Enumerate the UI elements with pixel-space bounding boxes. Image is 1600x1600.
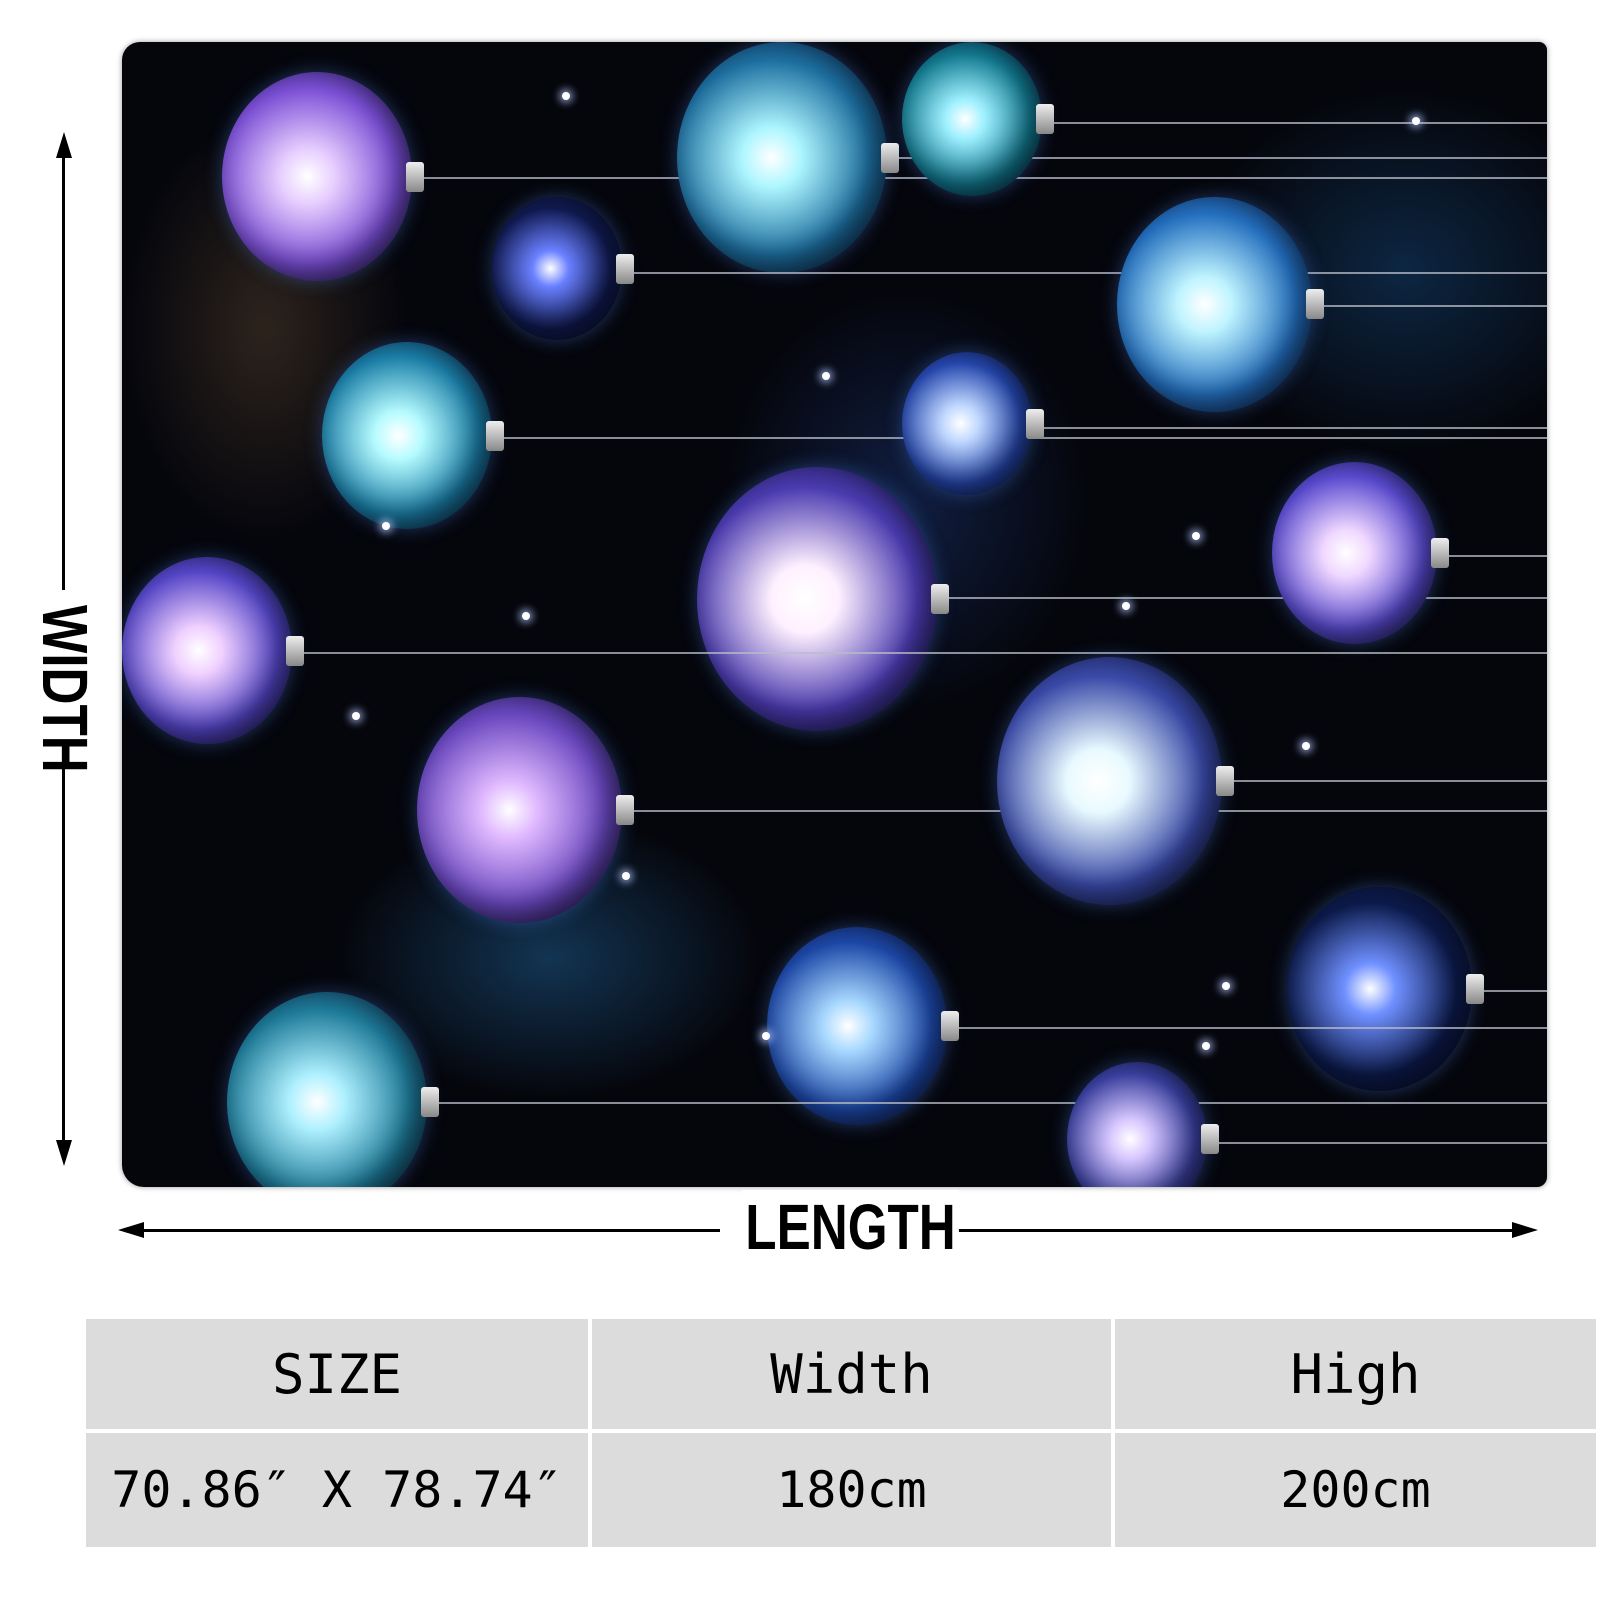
star-sparkle: [352, 712, 360, 720]
star-sparkle: [522, 612, 530, 620]
ornament-cap: [421, 1087, 439, 1117]
ornament-string: [1207, 1142, 1547, 1144]
galaxy-ornament: [997, 657, 1222, 905]
galaxy-ornament: [227, 992, 427, 1187]
ornament-cap: [286, 635, 304, 666]
ornament-cap: [406, 161, 424, 192]
star-sparkle: [562, 92, 570, 100]
star-sparkle: [1122, 602, 1130, 610]
ornament-cap: [616, 794, 634, 825]
width-dimension-line: [62, 745, 65, 1145]
ornament-string: [887, 157, 1547, 159]
galaxy-ornament: [677, 42, 887, 273]
ornament-string: [1312, 304, 1547, 307]
high-value: 200cm: [1114, 1433, 1596, 1547]
star-sparkle: [1302, 742, 1310, 750]
arrow-down-icon: [56, 1140, 72, 1166]
galaxy-ornament: [767, 927, 947, 1125]
width-value: 180cm: [592, 1433, 1111, 1547]
galaxy-ornament: [902, 42, 1042, 196]
size-table-row: 70.86″ X 78.74″ 180cm 200cm: [86, 1433, 1596, 1547]
ornament-cap: [1306, 289, 1324, 320]
ornament-cap: [486, 420, 504, 451]
header-width: Width: [592, 1319, 1111, 1429]
size-table: SIZE Width High 70.86″ X 78.74″ 180cm 20…: [82, 1315, 1600, 1551]
ornament-string: [1222, 779, 1547, 782]
ornament-string: [1437, 554, 1547, 557]
header-size: SIZE: [86, 1319, 588, 1429]
arrow-up-icon: [56, 132, 72, 158]
header-high: High: [1114, 1319, 1596, 1429]
star-sparkle: [762, 1032, 770, 1040]
star-sparkle: [1222, 982, 1230, 990]
ornament-cap: [1036, 104, 1054, 134]
length-dimension-line: [140, 1229, 720, 1232]
ornament-cap: [1026, 408, 1044, 439]
galaxy-ornament: [1067, 1062, 1207, 1187]
galaxy-ornament: [122, 557, 292, 744]
blanket-product-image: [122, 42, 1547, 1187]
galaxy-ornament: [492, 197, 622, 340]
galaxy-ornament: [697, 467, 937, 731]
ornament-cap: [1431, 537, 1449, 568]
galaxy-ornament: [222, 72, 412, 281]
galaxy-ornament: [1287, 887, 1472, 1091]
star-sparkle: [622, 872, 630, 880]
star-sparkle: [822, 372, 830, 380]
star-sparkle: [1202, 1042, 1210, 1050]
width-label: WIDTH: [29, 605, 101, 773]
ornament-string: [1472, 989, 1547, 992]
star-sparkle: [1412, 117, 1420, 125]
ornament-cap: [1201, 1124, 1219, 1154]
star-sparkle: [1192, 532, 1200, 540]
star-sparkle: [382, 522, 390, 530]
size-table-header-row: SIZE Width High: [86, 1319, 1596, 1429]
ornament-string: [427, 1102, 1547, 1104]
ornament-string: [622, 272, 1547, 274]
ornament-string: [937, 597, 1547, 599]
ornament-string: [947, 1027, 1547, 1029]
ornament-cap: [931, 584, 949, 614]
galaxy-ornament: [1272, 462, 1437, 644]
size-value: 70.86″ X 78.74″: [86, 1433, 588, 1547]
ornament-cap: [1466, 973, 1484, 1004]
ornament-string: [1032, 427, 1547, 429]
galaxy-ornament: [322, 342, 492, 529]
ornament-cap: [616, 253, 634, 284]
ornament-cap: [941, 1011, 959, 1041]
width-dimension-line: [62, 150, 65, 590]
ornament-cap: [881, 142, 899, 173]
arrow-right-icon: [1512, 1222, 1538, 1238]
ornament-string: [1042, 122, 1547, 124]
ornament-string: [292, 652, 1547, 654]
length-dimension-line: [935, 1229, 1515, 1232]
galaxy-ornament: [417, 697, 622, 923]
length-label: LENGTH: [742, 1190, 959, 1264]
galaxy-ornament: [1117, 197, 1312, 412]
galaxy-ornament: [902, 352, 1032, 495]
arrow-left-icon: [118, 1222, 144, 1238]
ornament-cap: [1216, 765, 1234, 796]
